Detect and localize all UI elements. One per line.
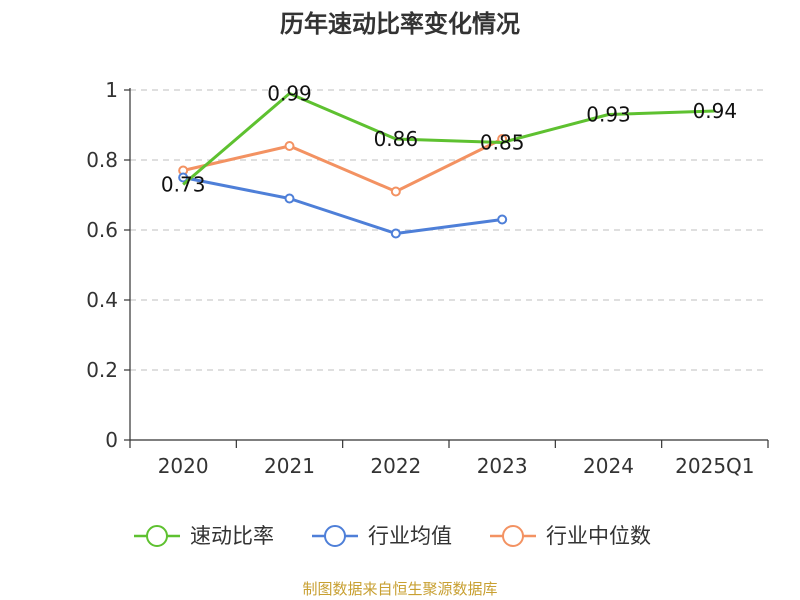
series-line [182, 92, 715, 186]
legend-label: 行业中位数 [546, 524, 651, 548]
axes: 0 0.2 0.4 0.6 0.8 1 2020 2021 2022 2023 2024 2025Q1 [86, 78, 769, 478]
data-label: 0.93 [586, 103, 631, 127]
legend-label: 行业均值 [368, 524, 452, 548]
grid-lines [130, 89, 768, 371]
data-label: 0.94 [693, 99, 738, 123]
x-tick-label: 2023 [477, 454, 528, 478]
series-point [284, 193, 295, 204]
series-point [284, 141, 295, 151]
legend-swatch-marker [502, 525, 524, 547]
legend-swatch-marker [324, 525, 346, 547]
series-point [390, 228, 401, 239]
series-lines [178, 92, 715, 239]
data-label: 0.73 [161, 173, 206, 197]
y-tick-label: 0.2 [86, 358, 118, 382]
y-tick-label: 0 [105, 428, 118, 452]
legend-item[interactable]: 行业中位数 [490, 524, 651, 548]
series-line [182, 137, 503, 193]
legend-swatch-marker [146, 525, 168, 547]
x-tick-label: 2020 [158, 454, 209, 478]
legend[interactable]: 速动比率 行业均值 行业中位数 [134, 524, 651, 548]
y-tick-label: 1 [105, 78, 118, 102]
x-tick-label: 2022 [370, 454, 421, 478]
x-tick-label: 2024 [583, 454, 634, 478]
legend-label: 速动比率 [190, 524, 274, 548]
y-tick-label: 0.8 [86, 148, 118, 172]
data-label: 0.85 [480, 131, 525, 155]
series-point [497, 214, 508, 225]
series-line [182, 176, 503, 235]
chart-title: 历年速动比率变化情况 [280, 10, 520, 38]
data-label: 0.86 [374, 127, 419, 151]
y-tick-label: 0.4 [86, 288, 118, 312]
series-point [178, 172, 189, 183]
data-label: 0.99 [267, 82, 312, 106]
x-tick-label: 2021 [264, 454, 315, 478]
legend-item[interactable]: 行业均值 [312, 524, 452, 548]
data-labels: 0.73 0.99 0.86 0.85 0.93 0.94 [161, 82, 737, 197]
source-note: 制图数据来自恒生聚源数据库 [302, 580, 498, 598]
y-tick-label: 0.6 [86, 218, 118, 242]
x-tick-label: 2025Q1 [675, 454, 754, 478]
legend-item[interactable]: 速动比率 [134, 524, 274, 548]
series-point [390, 186, 401, 197]
